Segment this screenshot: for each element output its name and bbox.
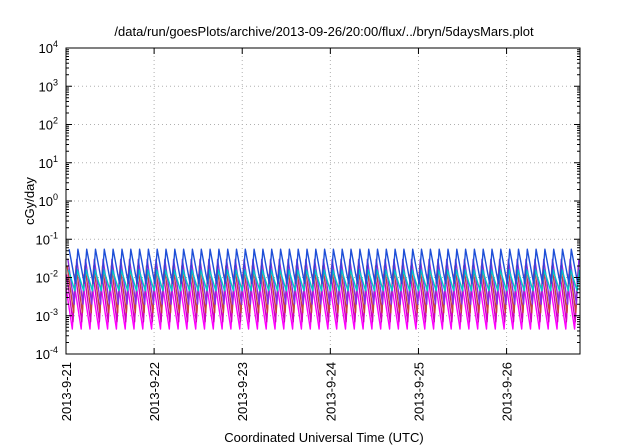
y-tick-label: 101 xyxy=(39,154,58,171)
x-tick-label: 2013-9-23 xyxy=(235,362,250,421)
y-axis-label: cGy/day xyxy=(22,177,37,225)
x-axis: 2013-9-21 2013-9-22 2013-9-23 2013-9-24 2013… xyxy=(59,48,515,421)
y-tick-label: 10-4 xyxy=(36,345,58,362)
series-group xyxy=(65,248,581,330)
y-tick-label: 10-1 xyxy=(36,230,58,247)
x-tick-label: 2013-9-21 xyxy=(59,362,74,421)
x-tick-label: 2013-9-26 xyxy=(500,362,515,421)
x-tick-label: 2013-9-24 xyxy=(323,362,338,421)
y-tick-label: 10-3 xyxy=(36,307,58,324)
y-tick-label: 103 xyxy=(39,77,58,94)
y-axis: 10-4 10-3 10-2 10-1 100 101 102 103 104 xyxy=(36,39,580,362)
series-line-6 xyxy=(68,248,579,285)
x-tick-label: 2013-9-25 xyxy=(411,362,426,421)
y-tick-label: 104 xyxy=(39,39,58,56)
x-tick-label: 2013-9-22 xyxy=(147,362,162,421)
y-tick-label: 102 xyxy=(39,116,58,133)
x-axis-label: Coordinated Universal Time (UTC) xyxy=(224,430,423,445)
y-tick-label: 100 xyxy=(39,192,58,209)
chart-title: /data/run/goesPlots/archive/2013-09-26/2… xyxy=(114,24,534,39)
y-tick-label: 10-2 xyxy=(36,269,58,286)
